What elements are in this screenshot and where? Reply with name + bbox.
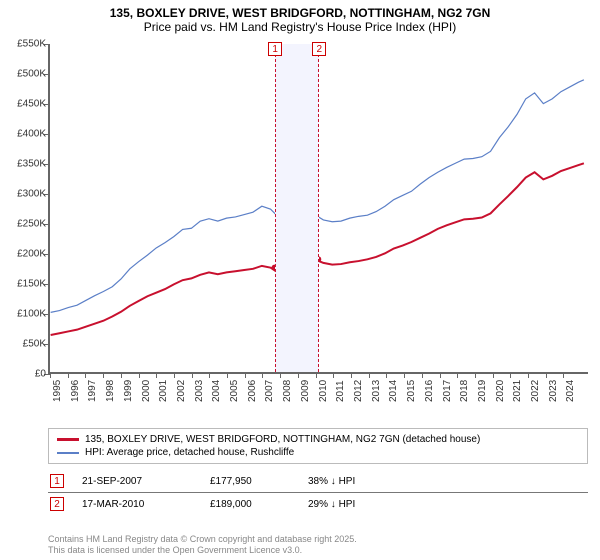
legend-block: 135, BOXLEY DRIVE, WEST BRIDGFORD, NOTTI…	[48, 428, 588, 515]
chart-title-line2: Price paid vs. HM Land Registry's House …	[10, 20, 590, 34]
y-axis-label: £200K	[17, 249, 46, 260]
sale-marker: 1	[268, 42, 282, 56]
sale-row-num: 1	[50, 474, 64, 488]
sale-row-diff: 29% ↓ HPI	[308, 499, 418, 510]
x-axis-label: 2017	[442, 380, 453, 402]
sale-row-date: 21-SEP-2007	[82, 476, 192, 487]
x-axis-label: 2015	[406, 380, 417, 402]
x-axis-label: 2011	[335, 380, 346, 402]
x-axis-label: 2000	[141, 380, 152, 402]
chart-area: 12 £0£50K£100K£150K£200K£250K£300K£350K£…	[0, 38, 600, 418]
legend-row-hpi: HPI: Average price, detached house, Rush…	[57, 446, 579, 459]
footer-line2: This data is licensed under the Open Gov…	[48, 545, 357, 556]
y-axis-label: £100K	[17, 309, 46, 320]
footer-note: Contains HM Land Registry data © Crown c…	[48, 534, 357, 557]
x-axis-label: 1999	[123, 380, 134, 402]
x-axis-label: 2009	[300, 380, 311, 402]
x-axis-label: 1995	[52, 380, 63, 402]
x-axis-label: 2010	[318, 380, 329, 402]
x-axis-label: 2008	[282, 380, 293, 402]
sale-band	[275, 44, 319, 372]
x-axis-label: 2005	[229, 380, 240, 402]
sales-table: 1 21-SEP-2007 £177,950 38% ↓ HPI 2 17-MAR-201…	[48, 470, 588, 515]
x-axis-label: 2021	[512, 380, 523, 402]
legend-swatch-property	[57, 438, 79, 441]
y-axis-label: £400K	[17, 129, 46, 140]
x-axis-label: 2001	[158, 380, 169, 402]
x-axis-label: 2023	[548, 380, 559, 402]
footer-line1: Contains HM Land Registry data © Crown c…	[48, 534, 357, 545]
y-axis-label: £150K	[17, 279, 46, 290]
sale-row-price: £177,950	[210, 476, 290, 487]
y-axis-label: £250K	[17, 219, 46, 230]
chart-title-block: 135, BOXLEY DRIVE, WEST BRIDGFORD, NOTTI…	[0, 0, 600, 36]
x-axis-label: 1997	[87, 380, 98, 402]
sale-row: 2 17-MAR-2010 £189,000 29% ↓ HPI	[48, 493, 588, 515]
x-axis-label: 2002	[176, 380, 187, 402]
sale-row-price: £189,000	[210, 499, 290, 510]
x-axis-label: 2018	[459, 380, 470, 402]
x-axis-label: 1996	[70, 380, 81, 402]
legend-label-property: 135, BOXLEY DRIVE, WEST BRIDGFORD, NOTTI…	[85, 434, 480, 445]
x-axis-label: 2024	[565, 380, 576, 402]
x-axis-label: 1998	[105, 380, 116, 402]
y-axis-label: £350K	[17, 159, 46, 170]
chart-title-line1: 135, BOXLEY DRIVE, WEST BRIDGFORD, NOTTI…	[10, 6, 590, 20]
sale-row-num: 2	[50, 497, 64, 511]
x-axis-label: 2013	[371, 380, 382, 402]
sale-row-date: 17-MAR-2010	[82, 499, 192, 510]
sale-marker: 2	[312, 42, 326, 56]
legend-box: 135, BOXLEY DRIVE, WEST BRIDGFORD, NOTTI…	[48, 428, 588, 464]
y-axis-label: £300K	[17, 189, 46, 200]
x-axis-label: 2022	[530, 380, 541, 402]
sale-row-diff: 38% ↓ HPI	[308, 476, 418, 487]
x-axis-label: 2006	[247, 380, 258, 402]
x-axis-label: 2003	[194, 380, 205, 402]
x-axis-label: 2020	[495, 380, 506, 402]
y-axis-label: £50K	[23, 339, 46, 350]
y-axis-label: £500K	[17, 69, 46, 80]
x-axis-label: 2007	[264, 380, 275, 402]
legend-label-hpi: HPI: Average price, detached house, Rush…	[85, 447, 294, 458]
x-axis-label: 2016	[424, 380, 435, 402]
y-axis-label: £550K	[17, 39, 46, 50]
legend-swatch-hpi	[57, 452, 79, 454]
x-axis-label: 2012	[353, 380, 364, 402]
x-axis-label: 2004	[211, 380, 222, 402]
x-axis-label: 2014	[388, 380, 399, 402]
y-axis-label: £0	[35, 369, 46, 380]
legend-row-property: 135, BOXLEY DRIVE, WEST BRIDGFORD, NOTTI…	[57, 433, 579, 446]
plot-area: 12	[48, 44, 588, 374]
x-axis-label: 2019	[477, 380, 488, 402]
y-axis-label: £450K	[17, 99, 46, 110]
sale-row: 1 21-SEP-2007 £177,950 38% ↓ HPI	[48, 470, 588, 493]
